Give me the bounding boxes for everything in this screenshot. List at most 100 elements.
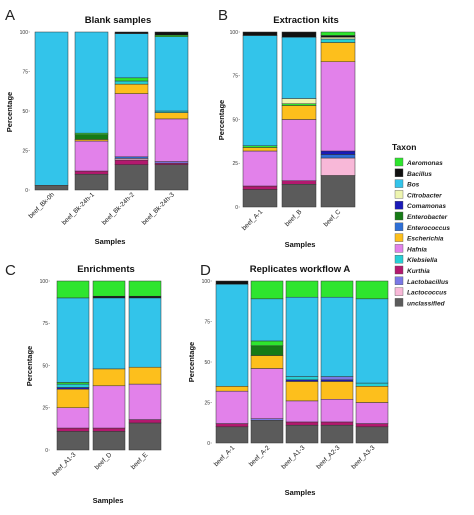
stacked-bar [215, 280, 249, 444]
legend-item-lactococcus: Lactococcus [394, 287, 447, 297]
bar-segment-escherichia [92, 368, 126, 387]
legend-swatch [394, 254, 404, 264]
stacked-bar [56, 280, 90, 451]
bar-segment-escherichia [242, 147, 278, 152]
bar-segment-escherichia [285, 381, 319, 402]
y-axis-title: Percentage [25, 346, 34, 386]
y-tick-label: 50 [42, 363, 48, 369]
legend-item-citrobacter: Citrobacter [394, 190, 442, 199]
bar-segment-aeromonas [355, 280, 389, 300]
bar-segment-bacillus [281, 31, 317, 38]
bar-segment-hafnia [250, 368, 284, 419]
legend-label: Bacillus [407, 171, 432, 178]
bar-segment-kurthia [114, 159, 149, 165]
x-tick-label: beef_A-2 [248, 444, 272, 468]
y-tick-label: 75 [22, 69, 28, 75]
y-axis-title: Percentage [5, 92, 14, 132]
stacked-bar [242, 31, 278, 208]
y-tick-label: 100 [202, 279, 211, 285]
legend-swatch [394, 265, 404, 275]
bar-segment-kurthia [355, 423, 389, 428]
panel-title: Enrichments [77, 264, 135, 275]
x-axis-title: Samples [95, 237, 126, 246]
bar-segment-kurthia [281, 180, 317, 185]
bar-segment-bos [250, 298, 284, 342]
bar-segment-hafnia [56, 407, 90, 429]
y-axis-title: Percentage [217, 100, 226, 140]
bar-segment-unclassified [215, 426, 249, 444]
x-tick-label: beef_Bk-0h [27, 191, 56, 220]
bar-segment-klebsiella [320, 38, 356, 43]
x-tick-label: beef_A2-3 [315, 444, 341, 470]
bar-segment-bos [74, 31, 109, 134]
bar-segment-klebsiella [114, 80, 149, 85]
y-tick-label: 25 [204, 400, 210, 406]
y-tick-label: 75 [42, 321, 48, 327]
bar-segment-unclassified [355, 426, 389, 444]
y-tick-label: 0 [235, 205, 238, 211]
bar-segment-escherichia [281, 105, 317, 120]
bar-segment-bos [34, 31, 69, 186]
y-tick-label: 25 [22, 148, 28, 154]
stacked-bar [320, 280, 354, 444]
bar-segment-unclassified [242, 189, 278, 208]
bar-segment-bacillus [114, 31, 149, 34]
bar-segment-hafnia [74, 140, 109, 172]
y-tick-label: 100 [20, 30, 29, 36]
legend-item-escherichia: Escherichia [394, 233, 444, 243]
panel-letter: B [218, 7, 228, 24]
bar-segment-aeromonas [56, 382, 90, 385]
legend-label: Kurthia [407, 268, 430, 275]
legend-label: Enterobacter [407, 214, 448, 221]
bar-segment-escherichia [215, 386, 249, 392]
legend-label: Citrobacter [407, 192, 442, 199]
bar-segment-kurthia [320, 421, 354, 426]
y-tick-label: 75 [232, 74, 238, 80]
bar-segment-bos [285, 296, 319, 377]
stacked-bar [285, 280, 319, 444]
bar-segment-hafnia [114, 93, 149, 158]
bar-segment-aeromonas [56, 280, 90, 299]
bar-segment-bacillus [128, 295, 162, 299]
bar-segment-enterobacter [250, 345, 284, 356]
bar-segment-unclassified [128, 422, 162, 451]
y-tick-label: 75 [204, 319, 210, 325]
bar-segment-hafnia [281, 119, 317, 181]
bar-segment-comamonas [56, 387, 90, 390]
legend-swatch [394, 276, 404, 285]
bar-segment-unclassified [114, 164, 149, 191]
bar-segment-aeromonas [242, 145, 278, 148]
bar-segment-aeromonas [320, 31, 356, 36]
stacked-bar [281, 31, 317, 208]
panel-title: Replicates workflow A [250, 264, 351, 275]
stacked-bar [114, 31, 149, 191]
bar-segment-citrobacter [320, 37, 356, 40]
legend-label: Comamonas [407, 203, 446, 210]
x-tick-label: beef_Bk-24h-2 [101, 191, 136, 226]
stacked-bar [128, 280, 162, 451]
y-tick-label: 50 [232, 117, 238, 123]
x-axis-title: Samples [93, 496, 124, 505]
bar-segment-escherichia [154, 112, 189, 120]
bar-segment-escherichia [320, 42, 356, 62]
legend-item-enterococcus: Enterococcus [394, 222, 450, 232]
bar-segment-hafnia [92, 385, 126, 429]
legend-item-aeromonas: Aeromonas [394, 157, 443, 167]
bar-segment-unclassified [281, 184, 317, 208]
legend-label: Escherichia [407, 236, 444, 243]
legend-item-bos: Bos [394, 179, 420, 189]
legend-label: Hafnia [407, 246, 427, 253]
bar-segment-escherichia [56, 388, 90, 409]
bar-segment-bos [242, 35, 278, 146]
legend-label: Enterococcus [407, 225, 450, 232]
legend-swatch [394, 168, 404, 178]
y-tick-label: 0 [25, 188, 28, 194]
y-tick-label: 100 [230, 30, 239, 36]
bar-segment-bacillus [215, 280, 249, 285]
y-tick-label: 25 [232, 161, 238, 167]
bar-segment-aeromonas [250, 280, 284, 300]
bar-segment-escherichia [128, 366, 162, 385]
legend-label: Lactococcus [407, 290, 447, 297]
bar-segment-bos [92, 297, 126, 370]
panel-b: B Extraction kits 100 75 50 25 0 Percentage Samp… [217, 7, 360, 249]
